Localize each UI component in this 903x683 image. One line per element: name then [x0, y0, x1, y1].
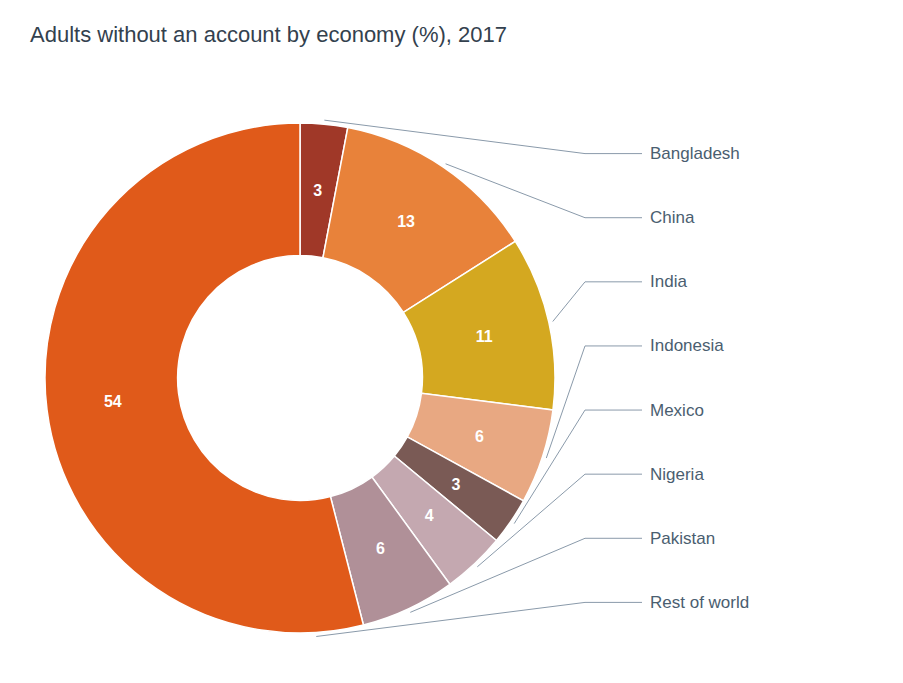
data-label: 4 [425, 507, 434, 524]
category-label: Mexico [650, 401, 704, 420]
category-label: Nigeria [650, 465, 704, 484]
category-label: Indonesia [650, 336, 724, 355]
chart-title: Adults without an account by economy (%)… [30, 22, 507, 47]
leader-line [514, 410, 642, 524]
leader-line [477, 474, 642, 567]
category-label: India [650, 272, 687, 291]
leader-line [546, 346, 642, 458]
chart-container: Adults without an account by economy (%)… [0, 0, 903, 683]
data-label: 3 [452, 476, 461, 493]
annotations: Bangladesh China India Indonesia Mexico Niger… [316, 120, 749, 636]
data-label: 13 [397, 213, 415, 230]
chart-svg: Adults without an account by economy (%)… [0, 0, 903, 683]
slices [45, 123, 555, 633]
data-label: 6 [376, 540, 385, 557]
category-label: Bangladesh [650, 144, 740, 163]
leader-line [446, 164, 642, 218]
category-label: Rest of world [650, 593, 749, 612]
donut-slice [403, 241, 555, 410]
leader-line [316, 602, 642, 636]
data-label: 11 [476, 328, 493, 345]
data-label: 3 [313, 182, 322, 199]
leader-line [410, 538, 642, 612]
category-label: Pakistan [650, 529, 715, 548]
leader-line [553, 282, 642, 322]
data-labels: 3 13 11 6 3 4 6 54 [104, 182, 493, 558]
category-label: China [650, 208, 695, 227]
data-label: 54 [104, 393, 122, 410]
donut-slice [45, 123, 363, 633]
data-label: 6 [475, 428, 484, 445]
leader-line [324, 120, 642, 153]
